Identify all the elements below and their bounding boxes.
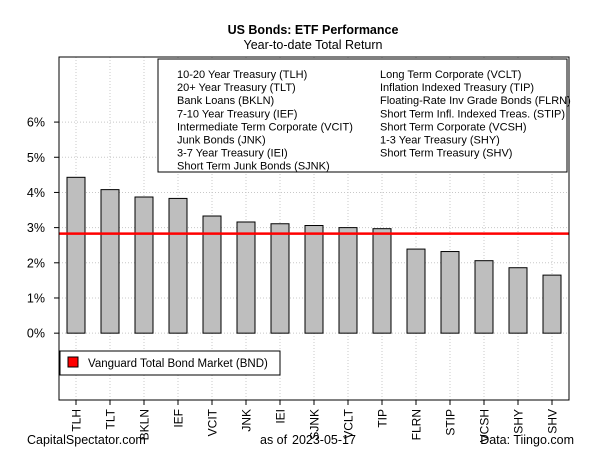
x-tick-label-iei: IEI bbox=[274, 409, 288, 424]
etf-legend-entry: Short Term Infl. Indexed Treas. (STIP) bbox=[380, 108, 565, 120]
bar-bkln bbox=[134, 196, 154, 334]
y-tick-label: 0% bbox=[27, 327, 45, 341]
y-tick-label: 6% bbox=[27, 116, 45, 130]
benchmark-legend-label: Vanguard Total Bond Market (BND) bbox=[88, 358, 268, 370]
etf-legend-entry: Short Term Treasury (SHV) bbox=[380, 148, 512, 160]
etf-legend-entry: Floating-Rate Inv Grade Bonds (FLRN) bbox=[380, 95, 571, 107]
bar-iei bbox=[270, 223, 290, 334]
x-tick-label-flrn: FLRN bbox=[410, 409, 424, 440]
x-tick-label-ief: IEF bbox=[172, 409, 186, 428]
etf-legend-entry: 1-3 Year Treasury (SHY) bbox=[380, 135, 500, 147]
bar-vclt bbox=[338, 227, 358, 334]
bar-vcit bbox=[202, 215, 222, 334]
x-tick-label-stip: STIP bbox=[444, 409, 458, 436]
x-tick-label-sjnk: SJNK bbox=[308, 409, 322, 440]
bar-shy bbox=[508, 267, 528, 334]
y-tick-label: 5% bbox=[27, 151, 45, 165]
bar-tlh bbox=[66, 176, 86, 334]
bar-tlt bbox=[100, 189, 120, 334]
bar-flrn bbox=[406, 248, 426, 334]
x-tick-label-tlh: TLH bbox=[70, 409, 84, 432]
chart-subtitle: Year-to-date Total Return bbox=[244, 38, 383, 52]
etf-legend-entry: 10-20 Year Treasury (TLH) bbox=[177, 69, 307, 81]
benchmark-legend-swatch bbox=[67, 356, 79, 368]
x-tick-label-tlt: TLT bbox=[104, 408, 118, 429]
y-tick-label: 4% bbox=[27, 186, 45, 200]
bar-sjnk bbox=[304, 225, 324, 334]
plot-frame bbox=[58, 56, 570, 401]
footer-asof-label: as of bbox=[260, 433, 288, 447]
benchmark-legend-box bbox=[59, 350, 281, 376]
etf-legend-entry: 7-10 Year Treasury (IEF) bbox=[177, 108, 297, 120]
footer-data-source: Data: Tiingo.com bbox=[480, 433, 574, 447]
footer-asof-date: 2023-05-17 bbox=[292, 433, 356, 447]
etf-legend-entry: Inflation Indexed Treasury (TIP) bbox=[380, 82, 534, 94]
etf-legend-entry: Junk Bonds (JNK) bbox=[177, 135, 266, 147]
x-tick-label-vclt: VCLT bbox=[342, 408, 356, 438]
y-tick-label: 2% bbox=[27, 256, 45, 270]
x-tick-label-vcsh: VCSH bbox=[478, 409, 492, 442]
chart-title: US Bonds: ETF Performance bbox=[228, 23, 399, 37]
y-tick-label: 1% bbox=[27, 291, 45, 305]
etf-legend-entry: Intermediate Term Corporate (VCIT) bbox=[177, 121, 353, 133]
y-tick-label: 3% bbox=[27, 221, 45, 235]
bar-stip bbox=[440, 251, 460, 334]
etf-legend-entry: 3-7 Year Treasury (IEI) bbox=[177, 148, 288, 160]
etf-legend-entry: Long Term Corporate (VCLT) bbox=[380, 69, 521, 81]
x-tick-label-vcit: VCIT bbox=[206, 408, 220, 436]
bar-ief bbox=[168, 197, 188, 334]
etf-legend-entry: 20+ Year Treasury (TLT) bbox=[177, 82, 296, 94]
x-tick-label-shv: SHV bbox=[546, 409, 560, 434]
bar-tip bbox=[372, 228, 392, 334]
bar-shv bbox=[542, 274, 562, 334]
x-tick-label-jnk: JNK bbox=[240, 409, 254, 432]
x-tick-label-bkln: BKLN bbox=[138, 409, 152, 440]
footer-source: CapitalSpectator.com bbox=[27, 433, 146, 447]
etf-legend-entry: Bank Loans (BKLN) bbox=[177, 95, 274, 107]
etf-legend-entry: Short Term Junk Bonds (SJNK) bbox=[177, 161, 330, 173]
x-tick-label-shy: SHY bbox=[512, 409, 526, 434]
etf-legend-box bbox=[157, 58, 568, 173]
plot-area: 0% 1% 2% 3% 4% 5% 6% TLH TLT BKLN IEF VCIT JNK IEI SJN… bbox=[27, 56, 571, 442]
x-tick-label-tip: TIP bbox=[376, 409, 390, 428]
bar-vcsh bbox=[474, 260, 494, 334]
bar-jnk bbox=[236, 221, 256, 334]
etf-legend-entry: Short Term Corporate (VCSH) bbox=[380, 121, 527, 133]
